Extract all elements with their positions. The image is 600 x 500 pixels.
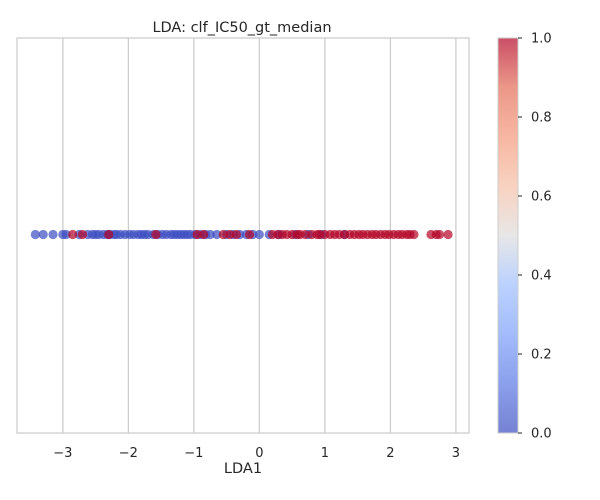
scatter-points bbox=[30, 229, 453, 240]
scatter-point-class-0 bbox=[254, 229, 264, 240]
x-tick-label: 2 bbox=[386, 446, 394, 461]
plot-frame bbox=[16, 37, 470, 434]
colorbar-tick-label: 0.8 bbox=[531, 111, 552, 126]
scatter-point-class-1 bbox=[244, 229, 255, 240]
scatter-point-class-0 bbox=[30, 229, 40, 240]
scatter-point-class-1 bbox=[443, 229, 453, 240]
scatter-point-class-0 bbox=[61, 229, 71, 240]
scatter-point-class-0 bbox=[48, 229, 58, 240]
x-tick-label: 3 bbox=[452, 446, 460, 461]
scatter-point-class-1 bbox=[151, 229, 161, 240]
scatter-point-class-1 bbox=[225, 229, 235, 240]
x-tick-label: −2 bbox=[119, 446, 138, 461]
scatter-point-class-1 bbox=[192, 229, 202, 240]
x-tick-labels: −3 −2 −1 0 1 2 3 bbox=[53, 446, 460, 461]
colorbar bbox=[497, 37, 519, 434]
scatter-point-class-1 bbox=[300, 229, 310, 240]
scatter-point-class-1 bbox=[409, 229, 419, 240]
colorbar-tick-labels: 0.0 0.2 0.4 0.6 0.8 1.0 bbox=[518, 32, 552, 442]
scatter-point-class-1 bbox=[434, 229, 445, 240]
scatter-point-class-1 bbox=[218, 229, 228, 240]
x-tick-label: −3 bbox=[53, 446, 72, 461]
x-tick-label: −1 bbox=[184, 446, 203, 461]
x-tick-label: 1 bbox=[321, 446, 329, 461]
x-tick-label: 0 bbox=[255, 446, 263, 461]
scatter-point-class-0 bbox=[205, 229, 215, 240]
scatter-point-class-1 bbox=[77, 229, 88, 240]
scatter-point-class-1 bbox=[231, 229, 242, 240]
colorbar-tick-label: 0.0 bbox=[531, 427, 552, 442]
x-axis-label: LDA1 bbox=[224, 461, 262, 477]
scatter-point-class-0 bbox=[38, 229, 48, 240]
scatter-point-class-1 bbox=[68, 229, 78, 240]
scatter-point-class-0 bbox=[212, 229, 222, 240]
colorbar-tick-label: 0.6 bbox=[531, 190, 552, 205]
colorbar-tick-label: 0.2 bbox=[531, 348, 552, 363]
scatter-point-class-1 bbox=[199, 229, 209, 240]
chart-title: LDA: clf_IC50_gt_median bbox=[152, 20, 331, 36]
scatter-point-class-1 bbox=[104, 229, 114, 240]
colorbar-tick-label: 1.0 bbox=[531, 32, 552, 47]
colorbar-tick-label: 0.4 bbox=[531, 269, 552, 284]
